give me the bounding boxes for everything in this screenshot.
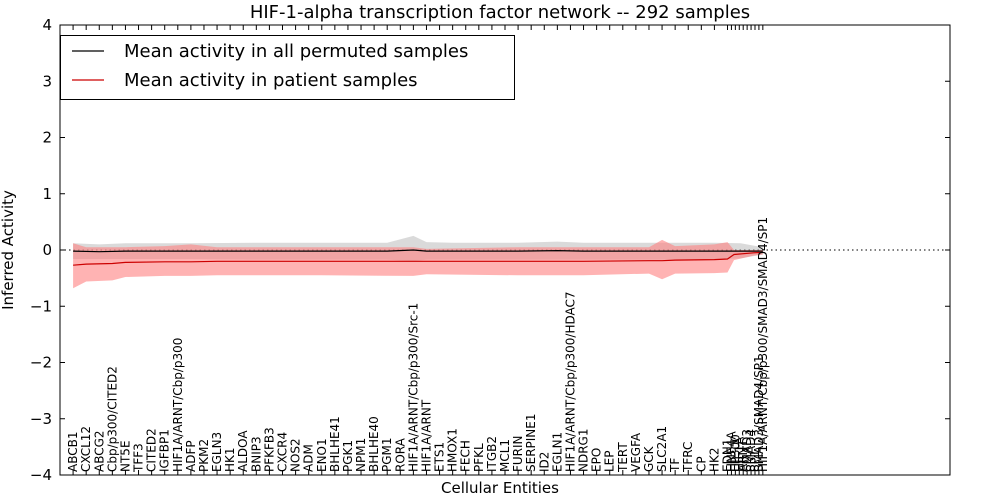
x-tick-label: BHLHE41 — [328, 416, 342, 472]
x-tick-label: HIF1A/ARNT/Cbp/p300/Src-1 — [406, 303, 420, 472]
x-tick-label: PFKL — [472, 443, 486, 472]
x-tick-label: MCL1 — [498, 439, 512, 472]
x-tick-label: GCK — [642, 445, 656, 472]
y-tick-label: 1 — [42, 185, 52, 203]
x-tick-label: PGM1 — [380, 437, 394, 472]
x-tick-label: ABCG2 — [92, 430, 106, 472]
y-tick-label: 4 — [42, 16, 52, 34]
y-tick-label: −1 — [30, 297, 52, 315]
x-tick-label: SMAD3 — [740, 429, 754, 472]
x-tick-label: SMAD4 — [744, 429, 758, 472]
legend-label-permuted: Mean activity in all permuted samples — [124, 41, 468, 62]
x-tick-label: ETS1 — [433, 442, 447, 472]
x-tick-label: CXCL12 — [79, 426, 93, 472]
x-axis-label: Cellular Entities — [441, 479, 559, 497]
legend-box — [60, 35, 515, 100]
x-tick-label: SERPINE1 — [524, 413, 538, 472]
x-tick-label: ADFP — [184, 440, 198, 472]
x-tick-label: NOS2 — [289, 438, 303, 472]
x-tick-label: HIF1A/ARNT — [420, 399, 434, 472]
x-tick-label: FURIN — [511, 435, 525, 472]
x-tick-label: ENO1 — [315, 438, 329, 472]
x-tick-label: TF — [668, 458, 682, 473]
y-tick-label: 0 — [42, 241, 52, 259]
x-tick-label: HIF1A/ARNT/Cbp/p300/HDAC7 — [563, 291, 577, 472]
x-tick-label: RORA — [393, 437, 407, 472]
x-tick-label: NDRG1 — [577, 429, 591, 473]
y-tick-label: −3 — [30, 410, 52, 428]
x-tick-label: BHLHE40 — [367, 416, 381, 472]
x-tick-label: PKM2 — [197, 439, 211, 472]
x-tick-label: ID2 — [537, 452, 551, 472]
chart-title: HIF-1-alpha transcription factor network… — [250, 2, 750, 23]
series-line-0 — [73, 249, 763, 253]
x-tick-label: ITGB2 — [485, 436, 499, 472]
x-tick-label: SLC2A1 — [655, 426, 669, 472]
x-tick-label: EGLN1 — [550, 432, 564, 472]
x-tick-label: HIF1A/ARNT/Cbp/p300/SMAD3/SMAD4/SP1 — [756, 217, 770, 472]
x-tick-label: EGLN3 — [210, 432, 224, 472]
y-tick-label: 2 — [42, 129, 52, 147]
x-tick-label: HK2 — [707, 447, 721, 472]
y-tick-label: −2 — [30, 354, 52, 372]
x-tick-label: EDN1 — [721, 439, 735, 472]
x-tick-label: NT5E — [118, 440, 132, 472]
x-tick-label: ARNT — [736, 438, 750, 472]
x-tick-label: ADM — [302, 444, 316, 472]
y-axis: 4 3 2 1 0 −1 −2 −3 −4 — [30, 16, 950, 484]
x-tick-label: VEGFA — [629, 432, 643, 472]
legend-label-patient: Mean activity in patient samples — [124, 70, 418, 91]
x-tick-label: EPO — [590, 448, 604, 472]
x-tick-label: EP300 — [728, 434, 742, 472]
x-tick-label: HNF4A — [724, 430, 738, 472]
x-tick-label: PGK1 — [341, 440, 355, 472]
x-tick-label: TERT — [616, 442, 630, 473]
x-tick-label: HIF1A/ARNT/Cbp/p300 — [171, 338, 185, 472]
y-tick-label: 3 — [42, 72, 52, 90]
series-band-1 — [73, 239, 763, 289]
x-tick-label: CITED2 — [145, 428, 159, 472]
x-tick-label: Cbp/p300/CITED2 — [105, 366, 119, 472]
x-tick-label: FECH — [459, 440, 473, 472]
plot-area — [60, 235, 950, 289]
x-tick-label: LEP — [603, 450, 617, 472]
series-line-1 — [73, 251, 763, 266]
x-tick-label: NPM1 — [354, 438, 368, 472]
x-tick-label: TFF3 — [132, 443, 146, 473]
x-tick-label: SMAD3/SMAD4/SP1 — [752, 355, 766, 472]
x-tick-label: CXCR4 — [276, 432, 290, 472]
x-tick-label: HIF1A — [732, 436, 746, 472]
x-tick-label: TFRC — [681, 442, 695, 473]
y-tick-label: −4 — [30, 466, 52, 484]
x-tick-label: CP — [694, 456, 708, 472]
x-tick-label: HK1 — [223, 447, 237, 472]
x-tick-label: BNIP3 — [249, 436, 263, 472]
legend: Mean activity in all permuted samples Me… — [60, 35, 515, 100]
x-tick-label: SP1 — [748, 450, 762, 473]
x-tick-label: HMOX1 — [446, 428, 460, 472]
x-tick-label: ALDOA — [236, 430, 250, 472]
x-tick-label: IGFBP1 — [158, 429, 172, 472]
x-tick-label: PFKFB3 — [262, 427, 276, 472]
y-axis-label: Inferred Activity — [0, 190, 17, 310]
x-tick-label: ABCB1 — [66, 432, 80, 472]
